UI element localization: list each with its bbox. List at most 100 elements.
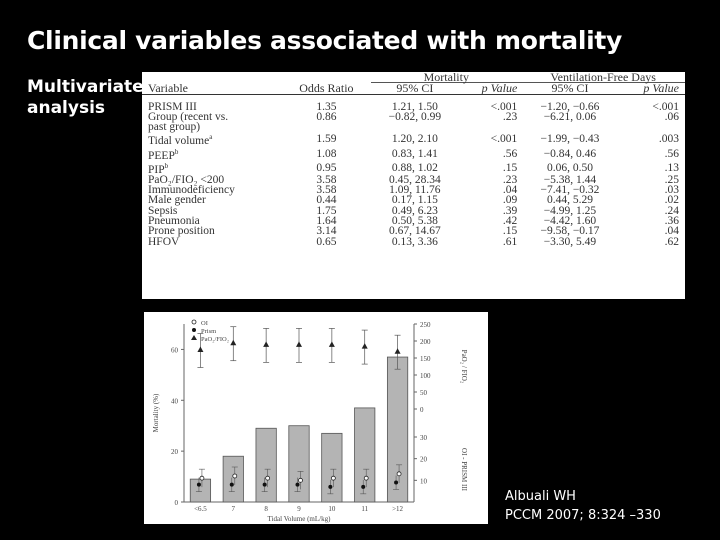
y-tick-label: 60 xyxy=(171,346,179,354)
cell-variable: PIPb xyxy=(142,161,282,176)
vfd-ci-text: −4.99, 1.25 xyxy=(543,204,597,217)
cell-mortality-p: .39 xyxy=(458,205,521,217)
bar xyxy=(386,356,409,503)
triangle-marker xyxy=(328,341,335,347)
vfd-ci-text: −1.20, −0.66 xyxy=(540,100,600,113)
citation: Albuali WH PCCM 2007; 8:324 –330 xyxy=(505,487,661,525)
vfd-ci-text: −0.84, 0.46 xyxy=(543,147,597,160)
footnote-marker: b xyxy=(174,147,179,156)
cell-vfd-ci: 0.44, 5.29 xyxy=(521,194,618,207)
legend-label: PaO₂/FIO₂ xyxy=(201,336,229,343)
y-tick-label: 20 xyxy=(171,448,179,456)
triangle-marker xyxy=(361,343,368,349)
legend-label: Prism xyxy=(201,328,216,335)
mortality-ci-text: 1.20, 2.10 xyxy=(391,133,438,146)
table-row: Prone position 3.14 0.67, 14.67 .15 −9.58, −… xyxy=(142,225,685,238)
odds-ratio-text: 0.65 xyxy=(316,235,337,248)
cell-vfd-p: .003 xyxy=(619,132,685,146)
prism-marker xyxy=(394,480,399,485)
mortality-ci-text: 0.49, 6.23 xyxy=(391,204,438,217)
cell-variable: Immunodeficiency xyxy=(142,184,282,196)
table-row: PaO₂/FIO₂ <200 3.58 0.45, 28.34 .23 −5.38, 1… xyxy=(142,173,685,186)
vfd-ci-text: −7.41, −0.32 xyxy=(540,184,600,197)
legend-pf-marker xyxy=(191,335,197,340)
x-tick-label: <6.5 xyxy=(194,505,207,513)
mortality-ci-text: 0.67, 14.67 xyxy=(388,225,441,238)
table-row: HFOV 0.65 0.13, 3.36 .61 −3.30, 5.49 .62 xyxy=(142,235,685,248)
bar xyxy=(189,478,212,503)
table-row: PEEPb 1.08 0.83, 1.41 .56 −0.84, 0.46 .56 xyxy=(142,147,685,162)
odds-ratio-text: 1.35 xyxy=(316,100,337,113)
mortality-chart: 0 20 40 60 Mortality (%) <6.5 7 8 9 10 11 >12 Tidal … xyxy=(152,319,468,523)
variable-text: Male gender xyxy=(148,194,206,207)
cell-mortality-p: .23 xyxy=(458,173,521,186)
cell-vfd-ci: 0.06, 0.50 xyxy=(521,161,618,175)
cell-vfd-p xyxy=(619,122,685,132)
prism-marker xyxy=(295,482,300,487)
slide-title: Clinical variables associated with morta… xyxy=(27,26,623,55)
subtitle-line-1: Multivariate xyxy=(27,77,144,97)
mortality-p-text: .42 xyxy=(502,215,518,228)
vfd-ci-text: −5.38, 1.44 xyxy=(543,173,597,186)
vfd-p-text: .24 xyxy=(664,204,679,217)
mortality-ci-text: 0.13, 3.36 xyxy=(391,235,438,248)
table-row: Male gender 0.44 0.17, 1.15 .09 0.44, 5.29 .0… xyxy=(142,194,685,207)
right-upper-tick-label: 0 xyxy=(420,406,424,414)
vfd-ci-text: 0.44, 5.29 xyxy=(546,194,593,207)
cell-mortality-ci: 0.88, 1.02 xyxy=(371,161,458,175)
vfd-p-text: .003 xyxy=(658,133,679,146)
cell-vfd-p: .36 xyxy=(619,215,685,228)
oi-marker xyxy=(199,475,205,481)
mortality-p-text: .23 xyxy=(502,173,518,186)
cell-variable: Tidal volumea xyxy=(142,132,282,147)
cell-mortality-ci: 1.20, 2.10 xyxy=(371,132,458,146)
cell-variable: HFOV xyxy=(142,236,282,248)
table-body: PRISM III 1.35 1.21, 1.50 <.001 −1.20, −0.66… xyxy=(142,94,685,248)
vfd-p-text: .36 xyxy=(664,215,679,228)
footnote-marker: a xyxy=(209,133,213,142)
right-lower-tick-label: 20 xyxy=(420,456,428,464)
triangle-marker xyxy=(263,341,270,347)
vfd-group-header: Ventilation-Free Days xyxy=(521,71,685,84)
cell-vfd-p: .25 xyxy=(619,174,685,186)
y-axis-label: Mortality (%) xyxy=(152,393,160,432)
cell-mortality-p: <.001 xyxy=(458,132,521,146)
cell-mortality-ci: 0.49, 6.23 xyxy=(371,204,458,217)
cell-mortality-ci xyxy=(371,122,458,132)
cell-vfd-p: .02 xyxy=(619,195,685,207)
col-header-mortality-ci: 95% CI xyxy=(371,82,459,95)
col-header-vfd-p: p Value xyxy=(618,82,685,95)
mortality-ci-text: 0.45, 28.34 xyxy=(388,173,441,186)
citation-author: Albuali WH xyxy=(505,489,576,504)
right-upper-axis-label: PaO₂ / FIO₂ xyxy=(460,350,468,384)
cell-variable: Group (recent vs. xyxy=(142,111,282,123)
cell-odds-ratio: 1.64 xyxy=(282,215,372,227)
cell-variable: past group) xyxy=(142,121,282,133)
bar xyxy=(321,432,343,503)
mortality-p-text: .56 xyxy=(502,147,518,160)
right-lower-tick-label: 30 xyxy=(420,434,428,442)
cell-mortality-p: .56 xyxy=(458,147,521,161)
right-lower-tick-label: 10 xyxy=(420,477,428,485)
cell-vfd-ci: −1.20, −0.66 xyxy=(521,94,618,113)
triangle-marker xyxy=(230,339,237,346)
odds-ratio-text: 3.14 xyxy=(316,225,337,238)
vfd-p-text: .03 xyxy=(664,184,679,197)
table-row: Sepsis 1.75 0.49, 6.23 .39 −4.99, 1.25 .24 xyxy=(142,204,685,217)
bar xyxy=(288,425,310,503)
cell-variable: PRISM III xyxy=(142,94,282,113)
prism-marker xyxy=(262,482,267,487)
odds-ratio-text: 1.75 xyxy=(316,204,337,217)
bar xyxy=(222,455,244,503)
cell-variable: PEEPb xyxy=(142,147,282,162)
oi-marker xyxy=(363,475,369,481)
cell-mortality-ci: 0.45, 28.34 xyxy=(371,173,458,186)
vfd-p-text: .56 xyxy=(664,147,679,160)
vfd-ci-text: −9.58, −0.17 xyxy=(540,225,600,238)
cell-mortality-p: .61 xyxy=(458,236,521,248)
subtitle-line-2: analysis xyxy=(27,98,106,118)
table-row: Group (recent vs. 0.86 −0.82, 0.99 .23 −6.21… xyxy=(142,111,685,123)
right-upper-tick-label: 100 xyxy=(420,372,431,380)
cell-mortality-p xyxy=(458,122,521,132)
mortality-p-text: <.001 xyxy=(490,133,518,146)
